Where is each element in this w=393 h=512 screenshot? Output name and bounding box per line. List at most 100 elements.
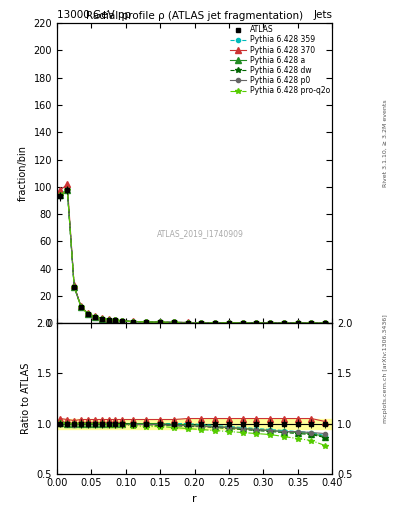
Pythia 6.428 a — [99, 315, 104, 322]
Pythia 6.428 p0 — [241, 320, 245, 326]
Pythia 6.428 a — [323, 320, 328, 326]
Pythia 6.428 p0 — [79, 304, 83, 310]
Pythia 6.428 370 — [92, 313, 97, 319]
Pythia 6.428 359 — [185, 319, 190, 326]
Pythia 6.428 pro-q2o — [281, 320, 286, 326]
Pythia 6.428 359 — [144, 319, 149, 325]
Pythia 6.428 370 — [106, 316, 111, 323]
Pythia 6.428 pro-q2o — [241, 320, 245, 326]
Pythia 6.428 p0 — [65, 186, 70, 193]
Pythia 6.428 p0 — [199, 319, 204, 326]
Pythia 6.428 370 — [58, 187, 63, 193]
Pythia 6.428 a — [213, 319, 218, 326]
Pythia 6.428 370 — [79, 303, 83, 309]
Pythia 6.428 pro-q2o — [79, 304, 83, 310]
Pythia 6.428 p0 — [171, 319, 176, 326]
Pythia 6.428 359 — [213, 319, 218, 326]
Pythia 6.428 a — [254, 320, 259, 326]
Pythia 6.428 p0 — [99, 315, 104, 322]
Pythia 6.428 359 — [268, 320, 272, 326]
Line: Pythia 6.428 370: Pythia 6.428 370 — [58, 181, 328, 326]
Pythia 6.428 pro-q2o — [309, 320, 314, 326]
Pythia 6.428 dw — [99, 315, 104, 322]
Pythia 6.428 pro-q2o — [72, 284, 77, 290]
Pythia 6.428 p0 — [268, 320, 272, 326]
Title: Radial profile ρ (ATLAS jet fragmentation): Radial profile ρ (ATLAS jet fragmentatio… — [86, 11, 303, 21]
Pythia 6.428 p0 — [92, 313, 97, 319]
Pythia 6.428 a — [281, 320, 286, 326]
Pythia 6.428 dw — [268, 320, 272, 326]
Pythia 6.428 359 — [158, 319, 163, 325]
Pythia 6.428 pro-q2o — [58, 192, 63, 198]
Text: ATLAS_2019_I1740909: ATLAS_2019_I1740909 — [156, 229, 244, 238]
Pythia 6.428 pro-q2o — [92, 313, 97, 319]
Pythia 6.428 dw — [144, 319, 149, 325]
Pythia 6.428 a — [58, 192, 63, 198]
Pythia 6.428 370 — [130, 318, 135, 325]
Pythia 6.428 370 — [213, 319, 218, 326]
Pythia 6.428 359 — [323, 320, 328, 326]
Pythia 6.428 370 — [254, 320, 259, 326]
Pythia 6.428 dw — [130, 318, 135, 325]
Pythia 6.428 a — [171, 319, 176, 326]
Y-axis label: fraction/bin: fraction/bin — [18, 145, 28, 201]
Pythia 6.428 pro-q2o — [113, 317, 118, 324]
Pythia 6.428 a — [86, 311, 90, 317]
Pythia 6.428 a — [158, 319, 163, 325]
Pythia 6.428 pro-q2o — [86, 311, 90, 317]
Pythia 6.428 a — [65, 186, 70, 193]
Pythia 6.428 a — [106, 316, 111, 323]
Pythia 6.428 dw — [79, 304, 83, 310]
Pythia 6.428 370 — [323, 320, 328, 326]
Pythia 6.428 a — [92, 313, 97, 319]
Text: Jets: Jets — [313, 10, 332, 20]
Pythia 6.428 359 — [65, 185, 70, 191]
Pythia 6.428 pro-q2o — [106, 316, 111, 323]
Pythia 6.428 370 — [185, 319, 190, 326]
Pythia 6.428 dw — [213, 319, 218, 326]
Pythia 6.428 dw — [65, 186, 70, 193]
Line: Pythia 6.428 a: Pythia 6.428 a — [58, 187, 328, 326]
Pythia 6.428 370 — [226, 319, 231, 326]
Pythia 6.428 p0 — [130, 318, 135, 325]
Pythia 6.428 370 — [309, 320, 314, 326]
Pythia 6.428 a — [226, 320, 231, 326]
Pythia 6.428 p0 — [106, 316, 111, 323]
Pythia 6.428 359 — [72, 284, 77, 290]
Pythia 6.428 p0 — [295, 320, 300, 326]
Pythia 6.428 dw — [309, 320, 314, 326]
Pythia 6.428 pro-q2o — [199, 319, 204, 326]
Pythia 6.428 dw — [185, 319, 190, 326]
Pythia 6.428 dw — [323, 320, 328, 326]
Pythia 6.428 p0 — [86, 311, 90, 317]
Pythia 6.428 359 — [113, 317, 118, 324]
Pythia 6.428 370 — [72, 283, 77, 289]
Pythia 6.428 pro-q2o — [323, 320, 328, 326]
Pythia 6.428 dw — [72, 284, 77, 290]
Pythia 6.428 p0 — [213, 319, 218, 326]
Pythia 6.428 dw — [86, 311, 90, 317]
Pythia 6.428 359 — [130, 318, 135, 325]
Pythia 6.428 370 — [120, 318, 125, 324]
Pythia 6.428 dw — [295, 320, 300, 326]
Pythia 6.428 359 — [99, 315, 104, 322]
Pythia 6.428 359 — [79, 304, 83, 310]
Pythia 6.428 p0 — [120, 318, 125, 324]
Pythia 6.428 359 — [254, 320, 259, 326]
Pythia 6.428 359 — [106, 316, 111, 323]
Pythia 6.428 370 — [158, 319, 163, 325]
Pythia 6.428 359 — [58, 191, 63, 197]
Pythia 6.428 370 — [199, 319, 204, 326]
Pythia 6.428 dw — [281, 320, 286, 326]
Pythia 6.428 a — [309, 320, 314, 326]
Line: Pythia 6.428 pro-q2o: Pythia 6.428 pro-q2o — [58, 187, 328, 326]
Pythia 6.428 pro-q2o — [213, 319, 218, 326]
Pythia 6.428 pro-q2o — [171, 319, 176, 326]
Pythia 6.428 a — [113, 317, 118, 324]
Pythia 6.428 dw — [226, 320, 231, 326]
Bar — [57, 418, 332, 429]
X-axis label: r: r — [192, 494, 197, 504]
Line: Pythia 6.428 dw: Pythia 6.428 dw — [58, 187, 328, 326]
Pythia 6.428 a — [295, 320, 300, 326]
Line: Pythia 6.428 359: Pythia 6.428 359 — [58, 186, 327, 325]
